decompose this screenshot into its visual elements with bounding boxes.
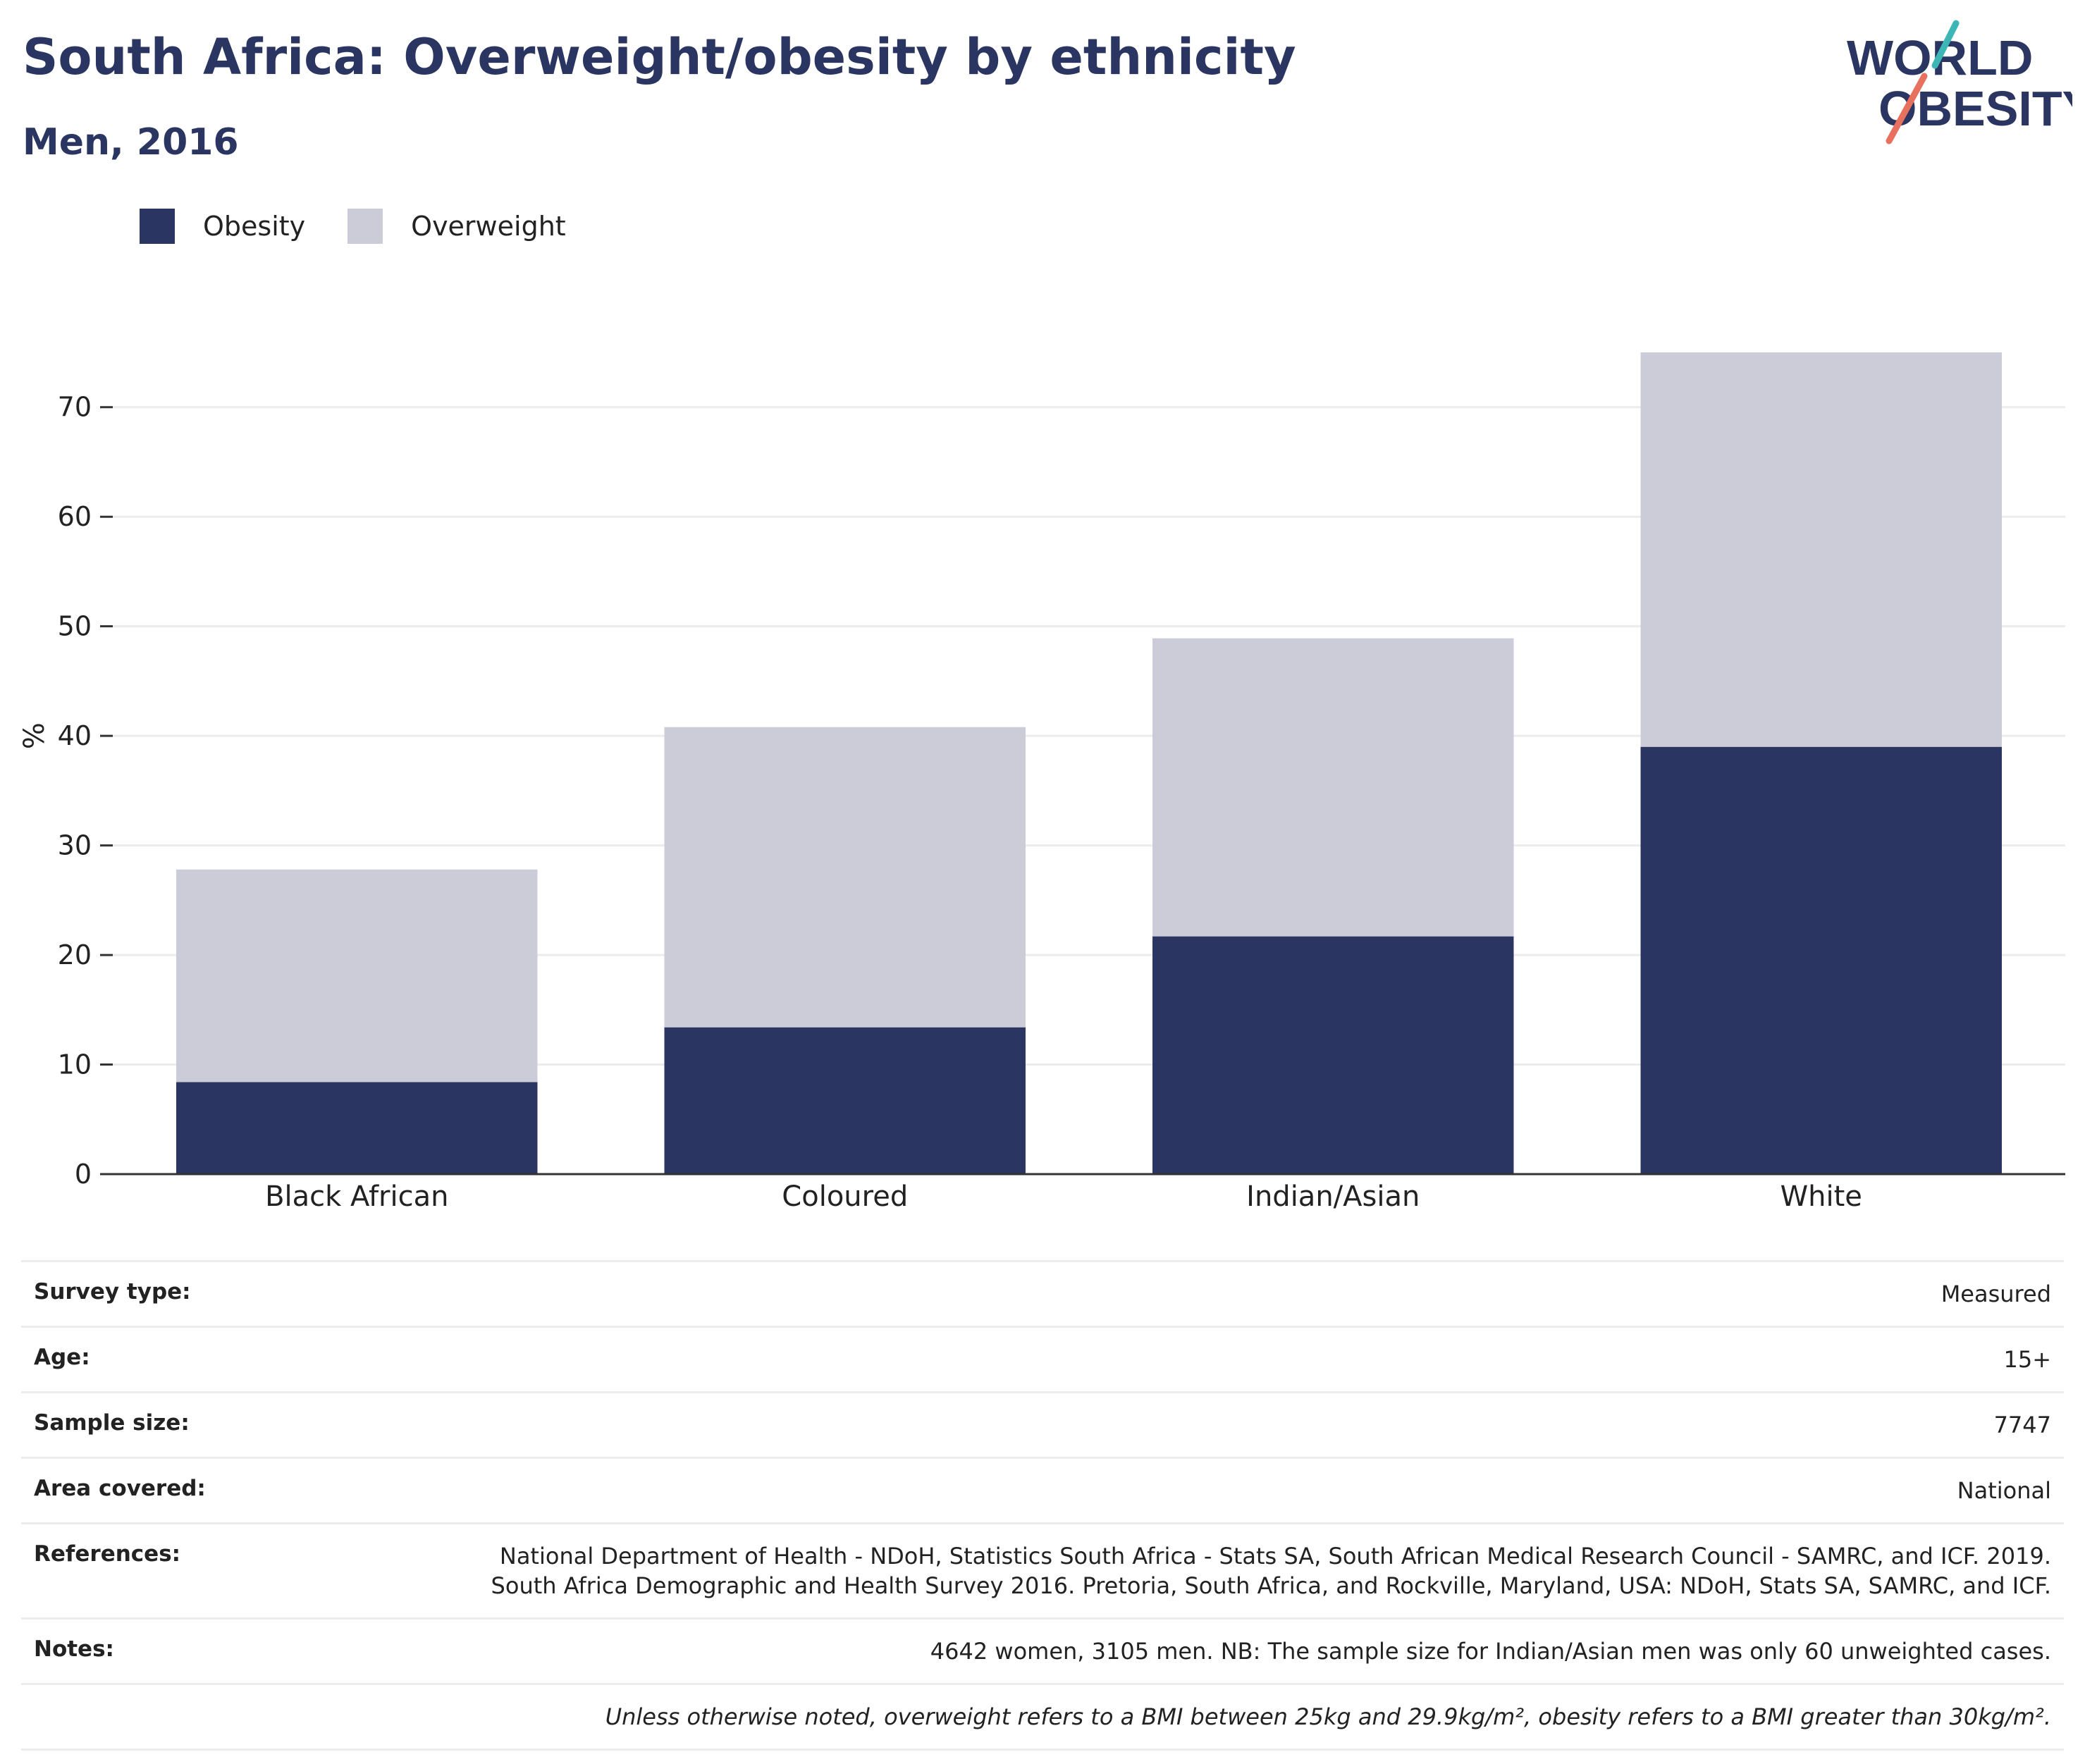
y-tick-label: 50: [58, 611, 92, 642]
x-tick-label: Coloured: [782, 1180, 908, 1213]
meta-row-age: Age: 15+: [21, 1326, 2064, 1391]
legend-item-overweight: Overweight: [348, 209, 566, 244]
meta-value: National Department of Health - NDoH, St…: [491, 1543, 2051, 1599]
meta-label: Notes:: [34, 1636, 114, 1662]
bar-overweight-3: [1152, 638, 1514, 937]
logo-slash-teal: [1931, 20, 1960, 69]
meta-row-area-covered: Area covered: National: [21, 1457, 2064, 1522]
bar-overweight-2: [664, 727, 1026, 1028]
meta-row-sample-size: Sample size: 7747: [21, 1391, 2064, 1457]
bar-obesity-2: [664, 1027, 1026, 1174]
y-tick-label: 20: [58, 939, 92, 970]
x-tick-label: Black African: [265, 1180, 448, 1213]
y-tick-label: 60: [58, 501, 92, 532]
chart-legend: Obesity Overweight: [140, 209, 608, 244]
legend-label-overweight: Overweight: [411, 211, 566, 242]
meta-row-footnote: Unless otherwise noted, overweight refer…: [21, 1683, 2064, 1751]
y-axis-label: %: [18, 722, 51, 749]
y-tick-label: 0: [75, 1159, 92, 1190]
meta-label: Survey type:: [34, 1279, 191, 1305]
bar-obesity-4: [1640, 746, 2002, 1174]
meta-label: Sample size:: [34, 1410, 190, 1436]
meta-value: 7747: [1993, 1412, 2051, 1438]
meta-label: Age:: [34, 1345, 90, 1370]
chart-title: South Africa: Overweight/obesity by ethn…: [23, 28, 1296, 86]
y-tick-label: 70: [58, 392, 92, 423]
meta-value: 15+: [2003, 1346, 2051, 1373]
legend-swatch-obesity: [140, 209, 175, 244]
world-obesity-logo: WORLD OBESITY: [1847, 20, 2072, 144]
logo-line2: OBESITY: [1878, 81, 2072, 136]
bar-overweight-4: [1640, 352, 2002, 747]
legend-label-obesity: Obesity: [203, 211, 306, 242]
x-tick-label: White: [1780, 1180, 1862, 1213]
logo-slash-coral: [1886, 73, 1928, 144]
meta-value: Measured: [1941, 1281, 2051, 1307]
survey-metadata-table: Survey type: Measured Age: 15+ Sample si…: [21, 1260, 2064, 1751]
meta-row-references: References: National Department of Healt…: [21, 1522, 2064, 1617]
meta-label: Area covered:: [34, 1476, 206, 1501]
meta-value: National: [1957, 1477, 2051, 1504]
meta-row-notes: Notes: 4642 women, 3105 men. NB: The sam…: [21, 1617, 2064, 1683]
bar-obesity-3: [1152, 936, 1514, 1174]
x-tick-label: Indian/Asian: [1246, 1180, 1420, 1213]
legend-item-obesity: Obesity: [140, 209, 305, 244]
chart-subtitle: Men, 2016: [23, 121, 239, 164]
bar-overweight-1: [176, 869, 538, 1083]
meta-value: 4642 women, 3105 men. NB: The sample siz…: [930, 1638, 2051, 1665]
y-tick-label: 30: [58, 830, 92, 861]
stacked-bar-chart: 0 10 20 30 40 50 60 70% Black African Coloured Ind…: [18, 352, 2065, 1213]
meta-label: References:: [34, 1541, 181, 1567]
legend-swatch-overweight: [348, 209, 383, 244]
y-tick-label: 40: [58, 720, 92, 751]
meta-footnote: Unless otherwise noted, overweight refer…: [605, 1703, 2051, 1730]
bar-obesity-1: [176, 1082, 538, 1174]
y-tick-label: 10: [58, 1049, 92, 1080]
meta-row-survey-type: Survey type: Measured: [21, 1260, 2064, 1326]
